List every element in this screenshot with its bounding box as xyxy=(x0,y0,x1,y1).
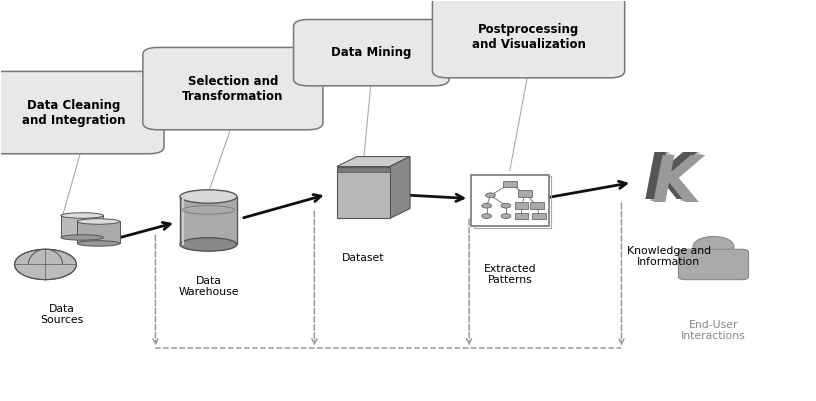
FancyBboxPatch shape xyxy=(503,180,517,187)
Polygon shape xyxy=(390,156,410,219)
Ellipse shape xyxy=(78,241,120,246)
FancyBboxPatch shape xyxy=(432,0,625,78)
FancyBboxPatch shape xyxy=(532,213,546,219)
FancyBboxPatch shape xyxy=(515,213,528,219)
FancyBboxPatch shape xyxy=(180,196,237,245)
Circle shape xyxy=(486,193,495,198)
Ellipse shape xyxy=(61,213,104,218)
FancyBboxPatch shape xyxy=(337,166,390,172)
FancyBboxPatch shape xyxy=(471,174,548,227)
Text: Knowledge and
Information: Knowledge and Information xyxy=(627,246,711,267)
Circle shape xyxy=(501,214,511,219)
Ellipse shape xyxy=(180,238,237,251)
Ellipse shape xyxy=(78,219,120,224)
Circle shape xyxy=(693,237,734,257)
Text: K: K xyxy=(649,152,698,213)
Text: K: K xyxy=(652,153,702,215)
FancyBboxPatch shape xyxy=(678,249,748,279)
Text: Data Mining: Data Mining xyxy=(331,46,411,59)
FancyBboxPatch shape xyxy=(0,71,164,154)
Text: Data
Sources: Data Sources xyxy=(40,304,83,325)
Circle shape xyxy=(15,249,77,279)
FancyBboxPatch shape xyxy=(518,190,532,197)
Text: End-User
Interactions: End-User Interactions xyxy=(681,320,746,341)
Text: Data
Warehouse: Data Warehouse xyxy=(178,275,238,297)
Text: Extracted
Patterns: Extracted Patterns xyxy=(484,263,536,285)
Text: Dataset: Dataset xyxy=(342,253,384,263)
Text: K: K xyxy=(646,150,696,212)
Bar xyxy=(61,215,104,237)
FancyBboxPatch shape xyxy=(294,20,449,86)
Text: Selection and
Transformation: Selection and Transformation xyxy=(182,75,283,103)
FancyBboxPatch shape xyxy=(143,47,323,130)
FancyBboxPatch shape xyxy=(515,203,528,209)
Circle shape xyxy=(481,214,491,219)
Text: Postprocessing
and Visualization: Postprocessing and Visualization xyxy=(472,23,586,51)
FancyBboxPatch shape xyxy=(530,203,543,209)
FancyBboxPatch shape xyxy=(337,166,390,219)
Bar xyxy=(78,221,120,243)
Polygon shape xyxy=(337,156,410,166)
Text: Data Cleaning
and Integration: Data Cleaning and Integration xyxy=(22,99,126,127)
Ellipse shape xyxy=(180,190,237,203)
Text: K: K xyxy=(644,150,694,211)
Ellipse shape xyxy=(61,235,104,240)
Circle shape xyxy=(481,203,491,208)
Circle shape xyxy=(501,203,511,208)
